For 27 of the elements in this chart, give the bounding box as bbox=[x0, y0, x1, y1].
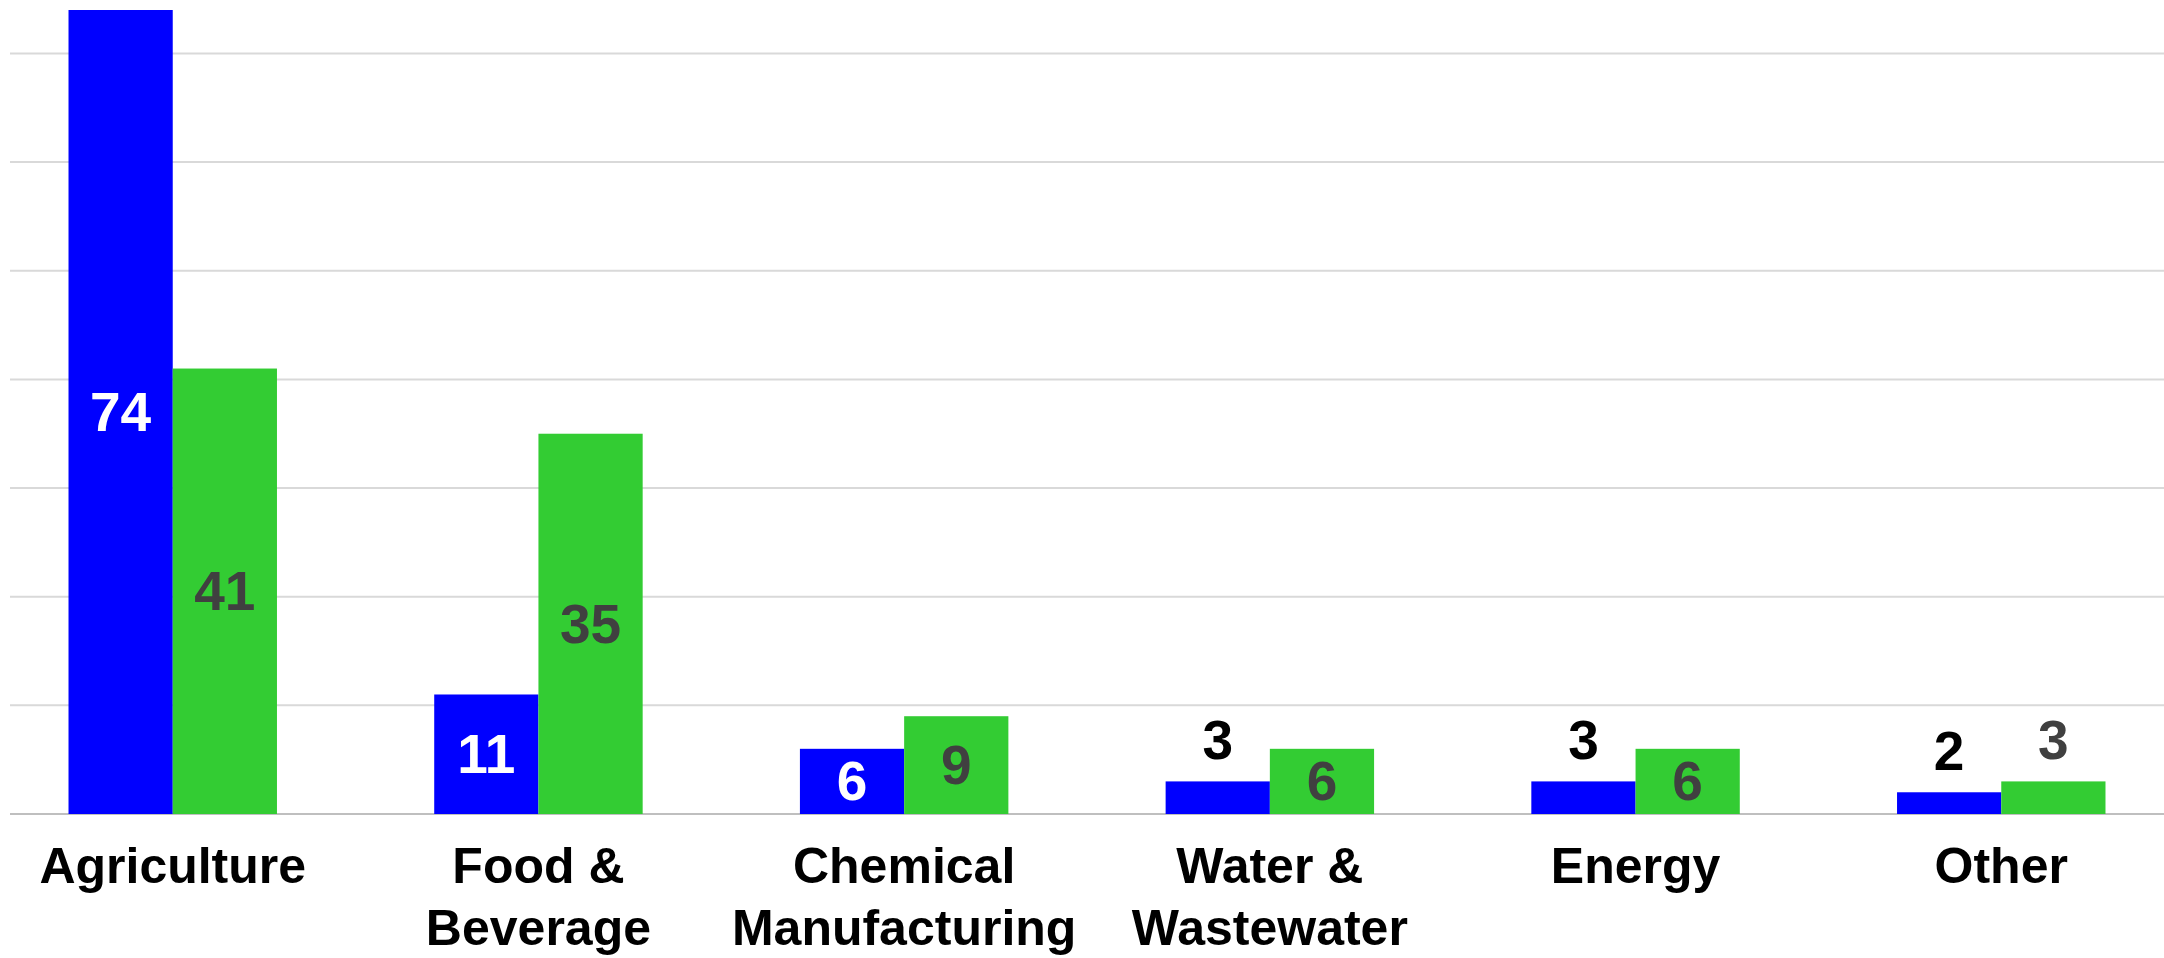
bar bbox=[1165, 781, 1270, 814]
bar bbox=[68, 10, 173, 814]
bar bbox=[904, 716, 1009, 814]
data-label: 6 bbox=[1306, 750, 1338, 813]
data-label: 2 bbox=[1933, 720, 1965, 783]
data-label: 3 bbox=[2038, 709, 2069, 772]
bar bbox=[2001, 781, 2106, 814]
data-label: 6 bbox=[1672, 750, 1703, 813]
x-tick-label: Agriculture bbox=[39, 838, 307, 894]
x-tick-label: Energy bbox=[1550, 838, 1721, 894]
data-label: 3 bbox=[1568, 709, 1599, 772]
bar bbox=[1897, 792, 2002, 814]
data-label: 3 bbox=[1202, 709, 1234, 772]
bar bbox=[434, 694, 539, 814]
bar bbox=[172, 368, 277, 814]
data-label: 35 bbox=[559, 592, 622, 655]
data-label: 9 bbox=[940, 734, 972, 797]
data-label: 6 bbox=[836, 750, 868, 813]
bar bbox=[538, 433, 643, 814]
data-label: 11 bbox=[457, 723, 516, 786]
x-tick-label: Water & Wastewater bbox=[1131, 838, 1408, 956]
x-tick-label: Food & Beverage bbox=[425, 838, 652, 956]
data-label: 41 bbox=[194, 560, 256, 623]
data-label: 74 bbox=[90, 381, 152, 443]
x-tick-label: Chemical Manufacturing bbox=[731, 838, 1077, 956]
bar bbox=[1531, 781, 1636, 814]
x-tick-label: Other bbox=[1934, 838, 2068, 894]
